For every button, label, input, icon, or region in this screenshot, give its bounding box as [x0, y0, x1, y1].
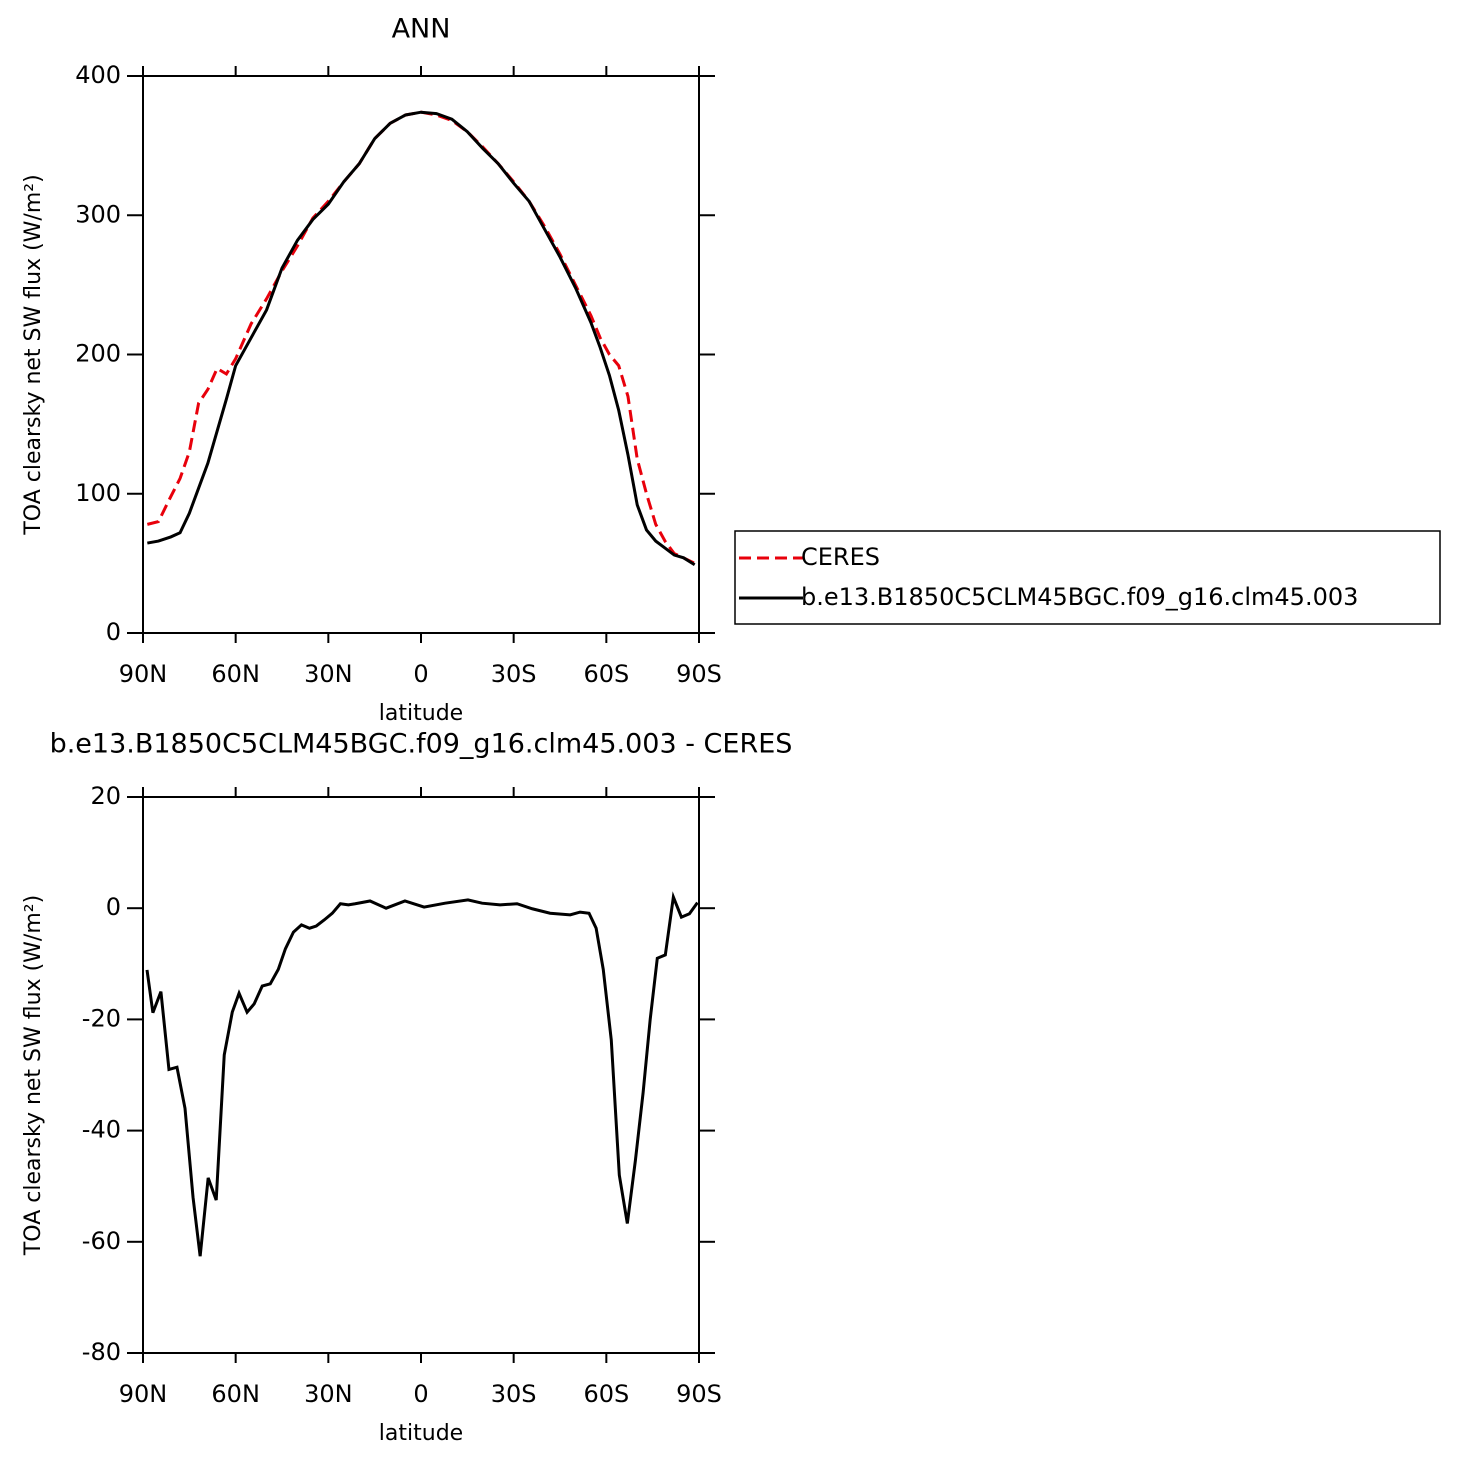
- x-tick-label: 60S: [583, 660, 629, 688]
- x-axis-label: latitude: [379, 1421, 463, 1446]
- chart-title: b.e13.B1850C5CLM45BGC.f09_g16.clm45.003 …: [50, 729, 793, 760]
- y-tick-label: 400: [75, 61, 121, 89]
- x-tick-label: 0: [413, 660, 428, 688]
- y-tick-label: -60: [82, 1227, 121, 1255]
- legend-box: [734, 530, 1441, 625]
- plot-frame: [142, 75, 700, 634]
- x-tick-label: 30S: [491, 1380, 537, 1408]
- legend-label: b.e13.B1850C5CLM45BGC.f09_g16.clm45.003: [801, 583, 1358, 611]
- x-tick-label: 0: [413, 1380, 428, 1408]
- data-line: [147, 110, 696, 567]
- x-tick-label: 90N: [119, 1380, 168, 1408]
- x-tick-label: 30N: [304, 1380, 353, 1408]
- y-tick-label: 0: [106, 893, 121, 921]
- y-tick-label: 100: [75, 479, 121, 507]
- x-tick-label: 30S: [491, 660, 537, 688]
- legend-label: CERES: [801, 543, 880, 571]
- x-tick-label: 60N: [211, 660, 260, 688]
- x-tick-label: 60S: [583, 1380, 629, 1408]
- y-axis-label: TOA clearsky net SW flux (W/m²): [21, 895, 46, 1256]
- x-tick-label: 90S: [676, 1380, 722, 1408]
- data-line: [145, 891, 699, 1257]
- x-tick-label: 90S: [676, 660, 722, 688]
- data-line: [146, 110, 696, 565]
- y-tick-label: -20: [82, 1004, 121, 1032]
- y-tick-label: 300: [75, 200, 121, 228]
- y-tick-label: 0: [106, 618, 121, 646]
- x-axis-label: latitude: [379, 701, 463, 726]
- y-tick-label: -40: [82, 1116, 121, 1144]
- x-tick-label: 60N: [211, 1380, 260, 1408]
- y-tick-label: -80: [82, 1338, 121, 1366]
- chart-title: ANN: [392, 14, 451, 45]
- y-tick-label: 200: [75, 340, 121, 368]
- x-tick-label: 30N: [304, 660, 353, 688]
- y-axis-label: TOA clearsky net SW flux (W/m²): [21, 174, 46, 535]
- x-tick-label: 90N: [119, 660, 168, 688]
- plot-frame: [142, 796, 700, 1354]
- y-tick-label: 20: [90, 782, 121, 810]
